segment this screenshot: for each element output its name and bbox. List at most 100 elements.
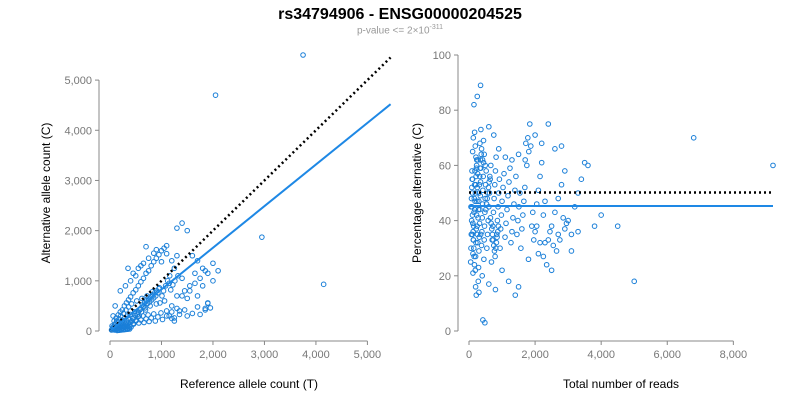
data-point	[473, 292, 480, 298]
data-point	[477, 231, 484, 238]
data-point	[690, 135, 697, 141]
data-point	[545, 237, 552, 243]
data-point	[492, 253, 498, 260]
data-point	[483, 206, 489, 213]
y-tick-label: 100	[433, 50, 451, 62]
data-point	[526, 148, 532, 155]
data-point	[478, 242, 485, 249]
data-point	[495, 190, 502, 196]
data-point	[481, 223, 488, 229]
data-point	[145, 312, 151, 318]
data-point	[581, 159, 588, 166]
data-point	[470, 270, 476, 276]
data-point	[560, 215, 566, 221]
data-point	[493, 154, 499, 160]
x-tick-label: 2,000	[199, 349, 227, 361]
data-point	[215, 267, 221, 274]
data-point	[473, 226, 480, 232]
data-point	[210, 278, 216, 284]
data-point	[535, 187, 542, 194]
data-point	[210, 260, 216, 267]
data-point	[138, 279, 144, 285]
data-point	[525, 256, 532, 263]
data-point	[133, 298, 140, 304]
data-point	[470, 220, 476, 227]
data-point	[471, 261, 478, 268]
data-point	[499, 198, 505, 205]
y-tick-label: 2,000	[64, 226, 92, 238]
pvalue-text: p-value <= 2×10	[356, 25, 430, 37]
data-point	[484, 231, 491, 238]
data-point	[212, 92, 219, 98]
data-point	[520, 212, 526, 218]
data-point	[525, 135, 531, 141]
data-point	[477, 140, 483, 147]
data-point	[475, 198, 482, 205]
data-point	[127, 278, 134, 284]
data-point	[542, 239, 548, 246]
data-point	[186, 288, 193, 294]
data-point	[176, 308, 183, 314]
data-point	[142, 307, 149, 313]
data-point	[175, 273, 181, 279]
data-point	[513, 173, 519, 180]
data-point	[184, 295, 191, 302]
data-point	[488, 259, 495, 265]
data-point	[479, 157, 486, 163]
data-point	[521, 198, 527, 205]
x-tick-label: 6,000	[653, 349, 681, 361]
data-point	[480, 187, 486, 194]
data-point	[500, 184, 506, 191]
data-point	[538, 159, 545, 166]
data-point	[557, 237, 563, 243]
data-point	[472, 198, 478, 205]
data-point	[568, 248, 575, 254]
data-point	[117, 288, 124, 294]
panel-1: 0 1,000 2,000 3,000 4,000 5,000 0 1,000 2,000 3,0…	[39, 52, 392, 391]
data-point	[489, 231, 496, 238]
data-point	[155, 314, 161, 320]
data-point	[192, 280, 198, 287]
data-point	[530, 237, 537, 243]
data-point	[471, 206, 478, 213]
data-point	[168, 257, 175, 264]
data-point	[491, 248, 498, 254]
data-point	[478, 151, 485, 158]
data-point	[474, 223, 480, 229]
data-point	[533, 223, 540, 229]
data-point	[472, 190, 479, 196]
data-point	[153, 246, 160, 253]
data-point	[562, 168, 568, 174]
data-point	[524, 162, 530, 169]
data-point	[578, 176, 585, 182]
data-point	[475, 206, 482, 213]
data-point	[124, 326, 131, 333]
data-point	[499, 267, 505, 274]
x-tick-label: 4,000	[302, 349, 330, 361]
data-point	[495, 223, 502, 229]
data-point	[476, 173, 483, 180]
data-point	[487, 173, 493, 180]
y-tick-label: 0	[445, 326, 451, 338]
data-point	[132, 287, 139, 293]
data-point	[171, 318, 178, 324]
data-point	[575, 228, 581, 235]
data-point	[127, 294, 134, 300]
data-point	[477, 165, 483, 171]
data-point	[128, 301, 135, 307]
data-point	[484, 195, 490, 202]
x-tick-label: 5,000	[354, 349, 382, 361]
data-point	[181, 307, 188, 313]
data-point	[535, 250, 542, 257]
data-point	[133, 317, 140, 324]
data-point	[179, 293, 185, 299]
data-point	[506, 179, 512, 185]
data-point	[558, 181, 565, 188]
data-point	[504, 206, 510, 213]
panel-2: 0 2,000 4,000 6,000 8,000 0 20 40 60 80 100 Total n…	[410, 50, 776, 391]
data-point	[472, 284, 479, 290]
data-point	[490, 237, 496, 243]
data-point	[469, 212, 476, 218]
data-point	[591, 223, 598, 229]
